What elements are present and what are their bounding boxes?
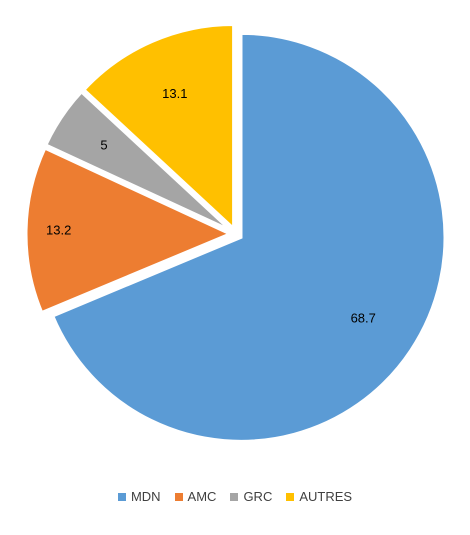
- pie-slice-mdn: [50, 31, 447, 443]
- data-label-autres: 13.1: [162, 86, 187, 101]
- pie-slice-autres: [81, 23, 236, 232]
- pie-labels: 68.7 13.2 5 13.1: [46, 86, 376, 326]
- legend-swatch-grc: [230, 492, 239, 501]
- legend-label-grc: GRC: [243, 489, 273, 504]
- legend-item-autres: AUTRES: [286, 489, 352, 504]
- legend-swatch-autres: [286, 492, 295, 501]
- pie-chart: 68.7 13.2 5 13.1: [24, 23, 447, 443]
- legend: MDN AMC GRC AUTRES: [0, 489, 470, 504]
- pie-slices: [24, 23, 447, 443]
- legend-label-amc: AMC: [187, 489, 217, 504]
- legend-label-mdn: MDN: [130, 489, 161, 504]
- data-label-amc: 13.2: [46, 223, 71, 238]
- pie-slice-grc: [43, 89, 233, 233]
- legend-label-autres: AUTRES: [299, 489, 353, 504]
- legend-item-amc: AMC: [174, 489, 217, 504]
- data-label-mdn: 68.7: [351, 311, 376, 326]
- pie-slice-amc: [24, 146, 234, 315]
- legend-swatch-mdn: [117, 492, 126, 501]
- legend-swatch-amc: [174, 492, 183, 501]
- legend-item-mdn: MDN: [117, 489, 161, 504]
- data-label-grc: 5: [100, 137, 107, 152]
- legend-item-grc: GRC: [230, 489, 272, 504]
